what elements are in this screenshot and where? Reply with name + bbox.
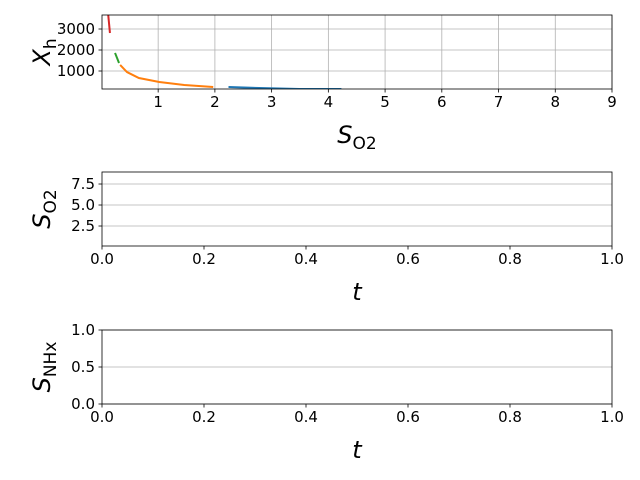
x-tick-label: 7 xyxy=(494,93,504,111)
x-tick-label: 0.2 xyxy=(192,408,216,426)
y-axis-label-main: X xyxy=(28,49,56,68)
x-tick-label: 9 xyxy=(607,93,617,111)
x-tick-label: 6 xyxy=(437,93,447,111)
axes: 0.0 0.2 0.4 0.6 0.8 1.0 2.5 5.0 7.5 xyxy=(71,171,624,268)
data-line xyxy=(107,15,111,34)
y-axis-label-main: S xyxy=(28,213,56,228)
x-tick-label: 4 xyxy=(324,93,334,111)
y-tick-label: 3000 xyxy=(57,20,95,38)
data-line xyxy=(119,64,214,89)
x-tick-label: 1.0 xyxy=(600,250,624,268)
x-tick-label: 2 xyxy=(210,93,220,111)
axes: 0.0 0.2 0.4 0.6 0.8 1.0 0.0 0.5 1.0 xyxy=(71,321,624,426)
y-axis-label: SNHx xyxy=(28,342,61,393)
x-tick-label: 0.2 xyxy=(192,250,216,268)
y-tick-label: 0.5 xyxy=(71,358,95,376)
y-axis-label-main: S xyxy=(28,377,56,392)
x-axis-label-main: S xyxy=(337,121,352,149)
x-tick-label: 0.6 xyxy=(396,408,420,426)
x-axis-label-main: t xyxy=(352,278,363,306)
y-axis-label-sub: NHx xyxy=(41,342,61,378)
y-axis-label: SO2 xyxy=(28,189,61,228)
axes-frame xyxy=(101,14,613,90)
x-axis-label: t xyxy=(352,436,363,464)
y-tick-label: 0.0 xyxy=(71,395,95,413)
x-tick-label: 3 xyxy=(267,93,277,111)
x-axis-label: t xyxy=(352,278,363,306)
x-tick-label: 0.4 xyxy=(294,250,318,268)
y-tick-label: 1.0 xyxy=(71,321,95,339)
x-tick-label: 5 xyxy=(380,93,390,111)
data-line xyxy=(228,86,342,89)
y-tick-label: 1000 xyxy=(57,62,95,80)
axes: 1 2 3 4 5 6 7 8 9 1000 2000 3000 xyxy=(57,14,617,111)
data-line xyxy=(114,52,120,64)
x-tick-label: 0.4 xyxy=(294,408,318,426)
y-tick-label: 7.5 xyxy=(71,175,95,193)
x-tick-label: 1 xyxy=(153,93,163,111)
x-tick-label: 8 xyxy=(550,93,560,111)
x-axis-label-main: t xyxy=(352,436,363,464)
x-tick-label: 1.0 xyxy=(600,408,624,426)
x-tick-label: 0.0 xyxy=(90,408,114,426)
y-axis-label-sub: O2 xyxy=(41,189,61,213)
x-axis-label-sub: O2 xyxy=(353,134,377,154)
axes-frame xyxy=(101,171,613,247)
y-axis-label: Xh xyxy=(28,38,61,67)
y-tick-label: 5.0 xyxy=(71,196,95,214)
x-tick-label: 0.0 xyxy=(90,250,114,268)
y-axis-label-sub: h xyxy=(41,38,61,49)
axes-frame xyxy=(101,329,613,405)
x-tick-label: 0.6 xyxy=(396,250,420,268)
x-tick-label: 0.8 xyxy=(498,408,522,426)
y-tick-label: 2000 xyxy=(57,41,95,59)
y-tick-label: 2.5 xyxy=(71,217,95,235)
x-axis-label: SO2 xyxy=(337,121,376,154)
x-tick-label: 0.8 xyxy=(498,250,522,268)
